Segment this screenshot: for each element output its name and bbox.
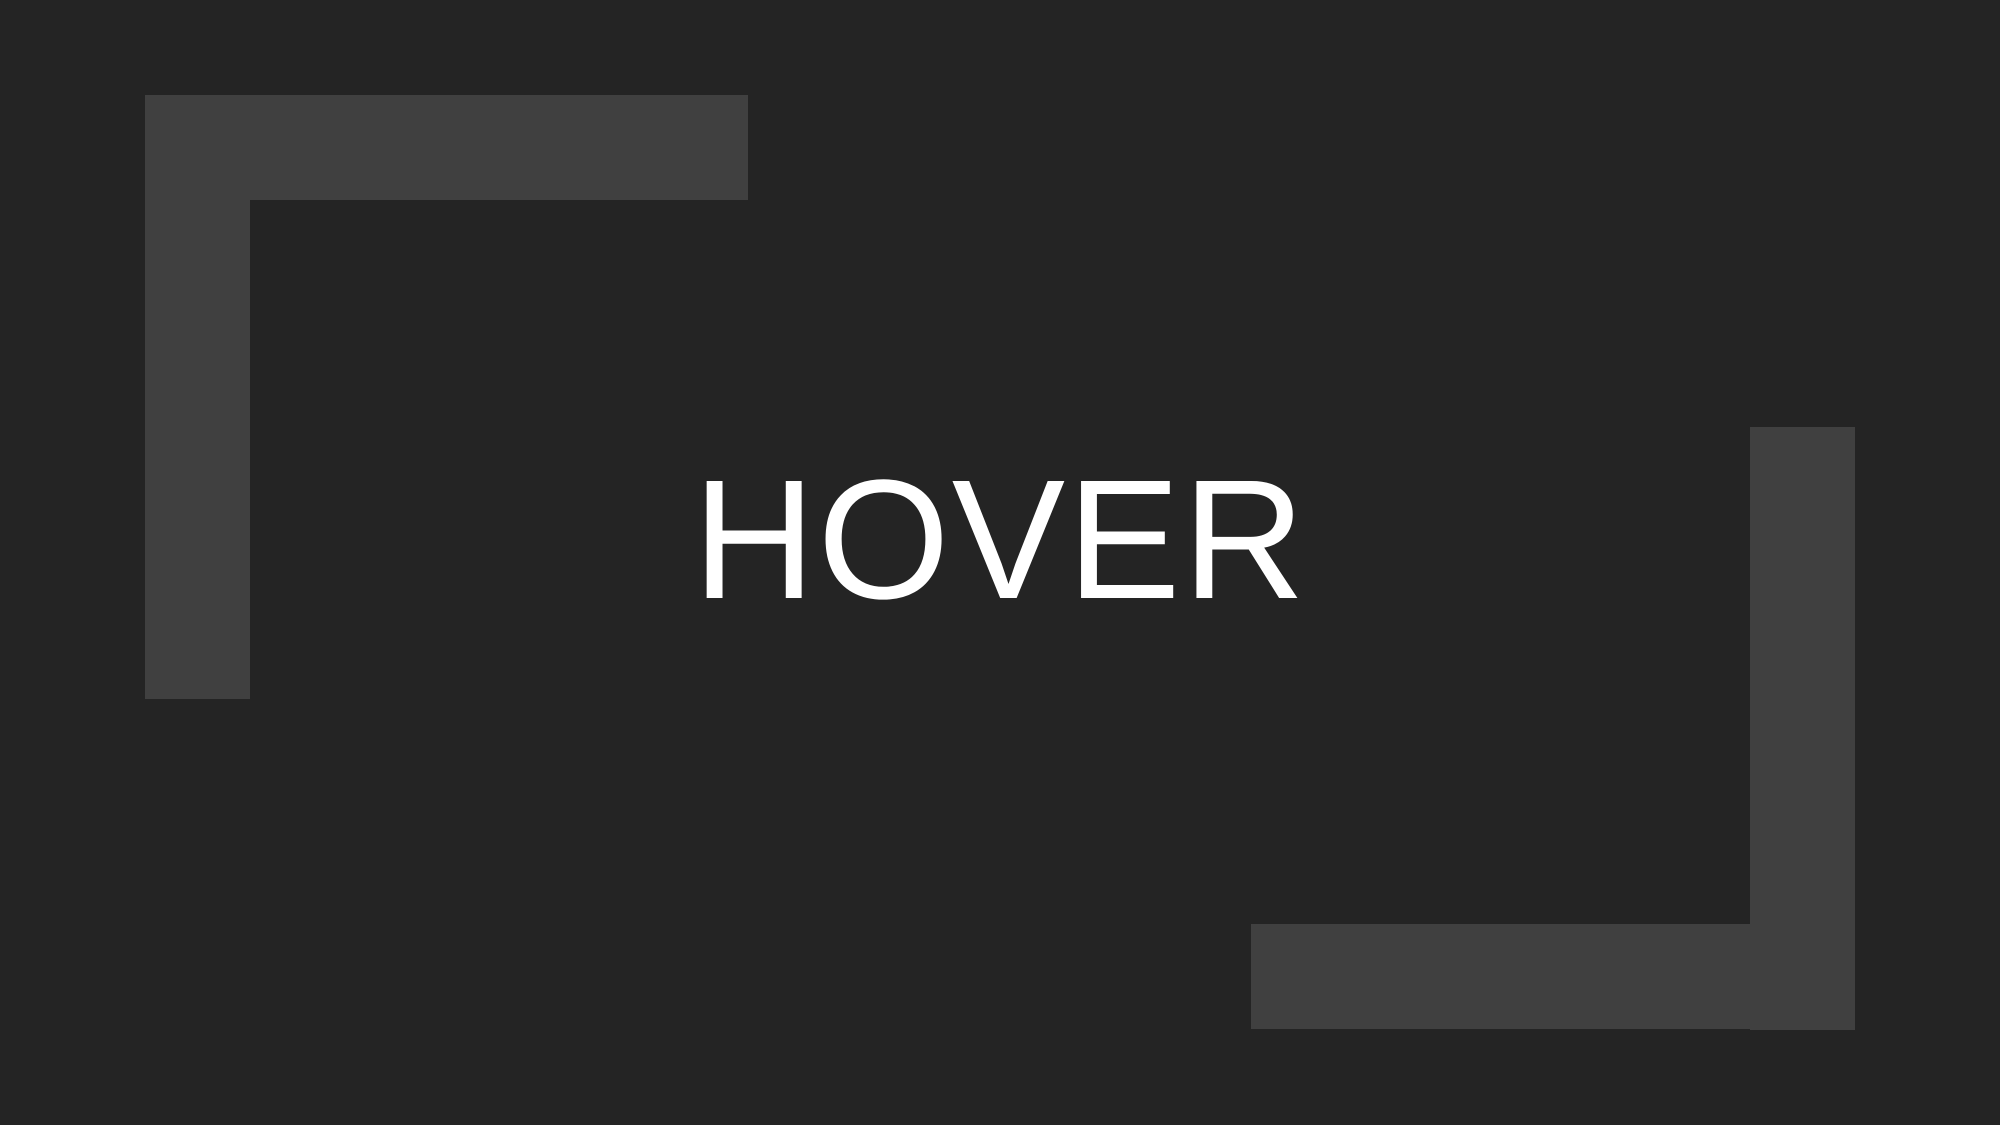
top-left-bracket-vertical-bar <box>145 95 250 699</box>
bottom-right-bracket-horizontal-bar <box>1251 924 1855 1029</box>
slide-title: HOVER <box>692 445 1308 635</box>
